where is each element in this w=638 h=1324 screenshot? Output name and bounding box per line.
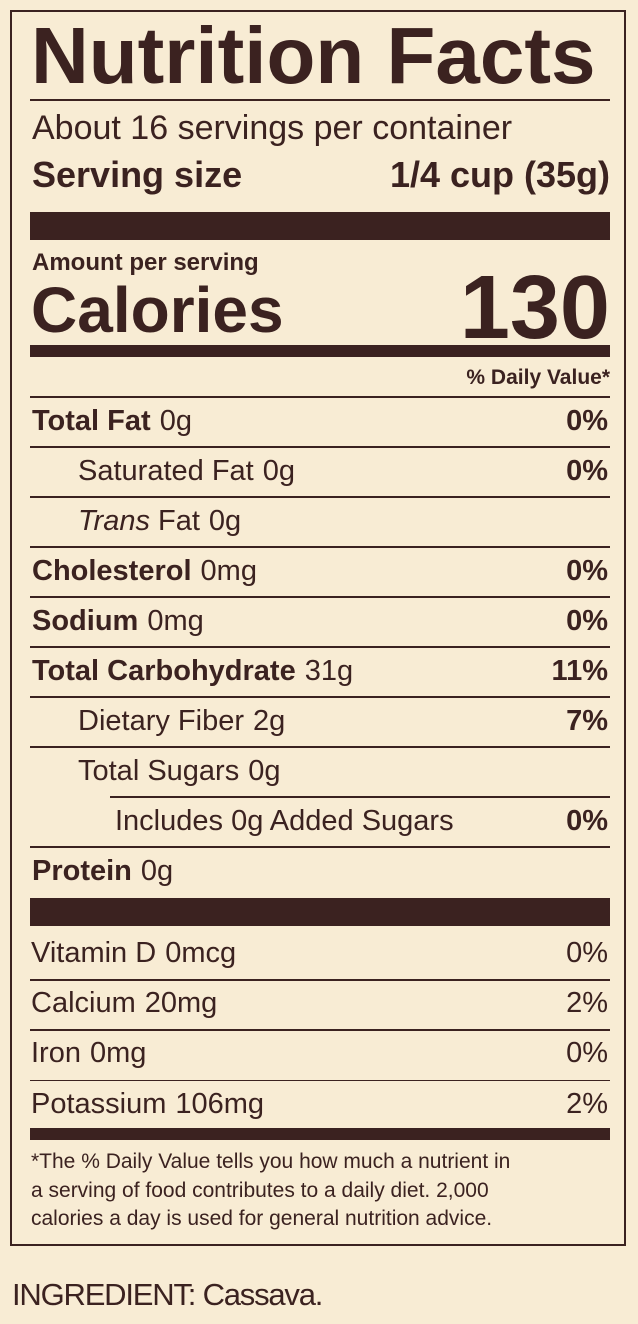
nutrient-amount: 0g xyxy=(140,854,174,887)
serving-size-label: Serving size xyxy=(32,154,243,195)
nutrient-row: Trans Fat 0g xyxy=(78,501,608,541)
rule xyxy=(30,446,610,448)
vitamin-amount: 106mg xyxy=(175,1087,265,1120)
nutrient-amount: 0g xyxy=(248,754,281,787)
nutrient-name-italic: Trans xyxy=(78,504,150,537)
thick-rule xyxy=(30,345,610,357)
footnote-line: a serving of food contributes to a daily… xyxy=(31,1178,489,1202)
nutrient-row: Dietary Fiber 2g 7% xyxy=(78,701,608,741)
nutrient-dv: 0% xyxy=(566,404,608,437)
nutrient-row: Total Sugars 0g xyxy=(78,751,608,791)
rule xyxy=(30,1029,610,1031)
nutrient-name-group: Total Sugars 0g xyxy=(78,755,280,788)
vitamin-name: Vitamin D xyxy=(31,936,157,969)
vitamin-row: Calcium 20mg 2% xyxy=(31,983,608,1023)
nutrient-name-group: Includes 0g Added Sugars xyxy=(115,805,454,838)
rule xyxy=(30,596,610,598)
vitamin-name: Potassium xyxy=(31,1087,167,1120)
rule xyxy=(30,979,610,981)
nutrient-name: Total Sugars xyxy=(78,754,240,787)
nutrient-amount: 0g xyxy=(262,454,295,487)
vitamin-dv: 2% xyxy=(566,1087,608,1120)
ingredients: INGREDIENT: Cassava. xyxy=(12,1277,323,1312)
thick-rule xyxy=(30,898,610,926)
vitamin-name: Calcium xyxy=(31,986,136,1019)
nutrient-row: Cholesterol 0mg 0% xyxy=(32,551,608,591)
calories-value: 130 xyxy=(459,258,610,358)
nutrient-name: Total Carbohydrate xyxy=(32,654,296,687)
rule xyxy=(30,1079,610,1081)
label-border xyxy=(10,10,626,1246)
nutrient-row: Total Fat 0g 0% xyxy=(32,401,608,441)
vitamin-amount: 0mg xyxy=(89,1036,147,1069)
vitamin-name: Iron xyxy=(31,1036,81,1069)
nutrient-name-group: Total Fat 0g xyxy=(32,405,192,438)
vitamin-row: Potassium 106mg 2% xyxy=(31,1084,608,1124)
nutrient-name-group: Trans Fat 0g xyxy=(78,505,241,538)
rule xyxy=(30,846,610,848)
nutrient-name: Includes 0g Added Sugars xyxy=(115,804,454,837)
thick-rule xyxy=(30,1128,610,1140)
nutrient-name-group: Dietary Fiber 2g xyxy=(78,705,285,738)
servings: About 16 servings per container xyxy=(32,109,513,147)
rule xyxy=(30,396,610,398)
nutrient-name: Cholesterol xyxy=(32,554,192,587)
nutrient-name: Dietary Fiber xyxy=(78,704,244,737)
vitamin-name-group: Calcium 20mg xyxy=(31,987,217,1020)
rule xyxy=(110,796,610,798)
rule xyxy=(30,646,610,648)
nutrient-name: Sodium xyxy=(32,604,139,637)
nutrient-dv: 11% xyxy=(551,654,608,687)
nutrient-dv: 0% xyxy=(566,454,608,487)
nutrient-amount: 0g xyxy=(159,404,192,437)
nutrient-row: Saturated Fat 0g 0% xyxy=(78,451,608,491)
footnote-line: calories a day is used for general nutri… xyxy=(31,1207,493,1230)
nutrient-dv: 0% xyxy=(566,554,608,587)
vitamin-amount: 0mcg xyxy=(165,936,237,969)
vitamin-row: Vitamin D 0mcg 0% xyxy=(31,933,608,973)
vitamin-name-group: Potassium 106mg xyxy=(31,1088,264,1121)
nutrient-amount: 31g xyxy=(304,654,354,687)
nutrient-row: Total Carbohydrate 31g 11% xyxy=(32,651,608,691)
nutrient-amount: 2g xyxy=(253,704,286,737)
rule xyxy=(30,496,610,498)
nutrient-row: Includes 0g Added Sugars 0% xyxy=(115,801,608,841)
rule xyxy=(30,696,610,698)
nutrient-row: Protein 0g xyxy=(32,851,608,891)
calories-label: Calories xyxy=(31,274,284,346)
vitamin-name-group: Vitamin D 0mcg xyxy=(31,937,236,970)
rule xyxy=(30,746,610,748)
rule xyxy=(30,99,610,101)
vitamin-dv: 0% xyxy=(566,1036,608,1069)
nutrient-name: Total Fat xyxy=(32,404,151,437)
nutrient-name-group: Cholesterol 0mg xyxy=(32,555,257,588)
nutrient-dv: 7% xyxy=(566,704,608,737)
vitamin-dv: 0% xyxy=(566,936,608,969)
vitamin-dv: 2% xyxy=(566,986,608,1019)
rule xyxy=(30,546,610,548)
nutrient-dv: 0% xyxy=(566,604,608,637)
nutrient-amount: 0mg xyxy=(200,554,257,587)
nutrient-name-group: Total Carbohydrate 31g xyxy=(32,655,353,688)
nutrient-name: Protein xyxy=(32,854,132,887)
title: Nutrition Facts xyxy=(31,11,596,100)
nutrient-name: Saturated Fat xyxy=(78,454,254,487)
nutrient-amount: 0mg xyxy=(147,604,204,637)
vitamin-amount: 20mg xyxy=(144,986,218,1019)
footnote-line: *The % Daily Value tells you how much a … xyxy=(31,1150,511,1173)
thick-rule xyxy=(30,212,610,240)
nutrient-amount: 0g xyxy=(208,504,242,537)
nutrient-name-group: Saturated Fat 0g xyxy=(78,455,295,488)
nutrient-name-group: Protein 0g xyxy=(32,855,173,888)
serving-size-value: 1/4 cup (35g) xyxy=(389,154,610,195)
nutrient-dv: 0% xyxy=(566,804,608,837)
daily-value-header: % Daily Value* xyxy=(466,366,610,389)
vitamin-name-group: Iron 0mg xyxy=(31,1037,146,1070)
vitamin-row: Iron 0mg 0% xyxy=(31,1033,608,1073)
nutrient-name: Fat xyxy=(157,504,200,537)
amount-per-serving: Amount per serving xyxy=(32,249,259,276)
nutrient-name-group: Sodium 0mg xyxy=(32,605,204,638)
nutrient-row: Sodium 0mg 0% xyxy=(32,601,608,641)
